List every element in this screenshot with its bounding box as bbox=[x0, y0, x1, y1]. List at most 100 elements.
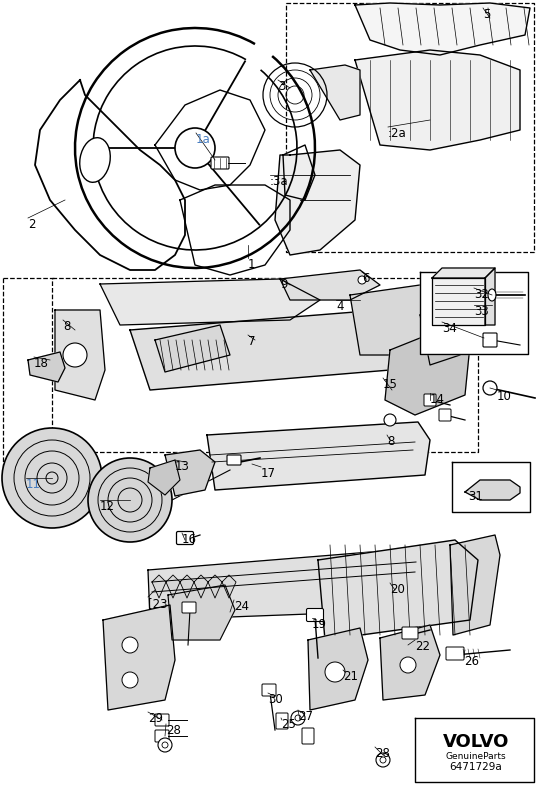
Polygon shape bbox=[318, 540, 478, 640]
Polygon shape bbox=[166, 575, 180, 598]
Ellipse shape bbox=[376, 753, 390, 767]
FancyBboxPatch shape bbox=[227, 455, 241, 465]
Polygon shape bbox=[452, 462, 530, 512]
Polygon shape bbox=[55, 310, 105, 400]
Text: 28: 28 bbox=[375, 747, 390, 760]
Polygon shape bbox=[432, 268, 495, 278]
Polygon shape bbox=[155, 325, 230, 372]
Text: 14: 14 bbox=[430, 393, 445, 406]
FancyBboxPatch shape bbox=[302, 728, 314, 744]
Text: GenuineParts: GenuineParts bbox=[445, 752, 506, 761]
Text: 18: 18 bbox=[34, 357, 49, 370]
Polygon shape bbox=[283, 145, 315, 200]
Text: 9: 9 bbox=[280, 278, 287, 291]
Text: 27: 27 bbox=[298, 710, 313, 723]
Polygon shape bbox=[310, 65, 360, 120]
Polygon shape bbox=[355, 3, 530, 55]
Polygon shape bbox=[350, 285, 460, 355]
Polygon shape bbox=[355, 50, 520, 150]
Circle shape bbox=[63, 343, 87, 367]
Circle shape bbox=[122, 672, 138, 688]
Polygon shape bbox=[275, 150, 360, 255]
Text: 16: 16 bbox=[182, 533, 197, 546]
Polygon shape bbox=[155, 90, 265, 190]
Text: 33: 33 bbox=[474, 305, 489, 318]
Text: 1a: 1a bbox=[196, 133, 211, 146]
Text: 1: 1 bbox=[248, 258, 256, 271]
Polygon shape bbox=[152, 575, 166, 598]
Ellipse shape bbox=[158, 738, 172, 752]
Text: :3a: :3a bbox=[270, 175, 288, 188]
Polygon shape bbox=[222, 575, 236, 598]
Polygon shape bbox=[308, 628, 368, 710]
Text: 12: 12 bbox=[100, 500, 115, 513]
Text: 4: 4 bbox=[336, 300, 343, 313]
Text: 13: 13 bbox=[175, 460, 190, 473]
Polygon shape bbox=[465, 480, 520, 500]
Circle shape bbox=[325, 662, 345, 682]
Ellipse shape bbox=[295, 715, 301, 721]
Polygon shape bbox=[130, 310, 440, 390]
Polygon shape bbox=[194, 575, 208, 598]
Text: VOLVO: VOLVO bbox=[443, 733, 509, 751]
Text: 25: 25 bbox=[281, 718, 296, 731]
FancyBboxPatch shape bbox=[439, 409, 451, 421]
Ellipse shape bbox=[291, 711, 305, 725]
FancyBboxPatch shape bbox=[424, 394, 436, 406]
Polygon shape bbox=[180, 575, 194, 598]
Polygon shape bbox=[168, 585, 235, 640]
Text: 28: 28 bbox=[166, 724, 181, 737]
FancyBboxPatch shape bbox=[182, 602, 196, 613]
FancyBboxPatch shape bbox=[483, 333, 497, 347]
FancyBboxPatch shape bbox=[155, 730, 169, 742]
Circle shape bbox=[122, 637, 138, 653]
Text: 19: 19 bbox=[312, 618, 327, 631]
Text: 15: 15 bbox=[383, 378, 398, 391]
Circle shape bbox=[2, 428, 102, 528]
Text: 30: 30 bbox=[268, 693, 283, 706]
Text: 29: 29 bbox=[148, 712, 163, 725]
FancyBboxPatch shape bbox=[307, 608, 323, 622]
FancyBboxPatch shape bbox=[276, 713, 288, 729]
Polygon shape bbox=[420, 295, 475, 365]
Polygon shape bbox=[28, 352, 65, 382]
Text: 26: 26 bbox=[464, 655, 479, 668]
Polygon shape bbox=[35, 80, 185, 270]
Circle shape bbox=[384, 414, 396, 426]
Polygon shape bbox=[485, 268, 495, 325]
Text: 17: 17 bbox=[261, 467, 276, 480]
Text: 20: 20 bbox=[390, 583, 405, 596]
Polygon shape bbox=[148, 460, 180, 495]
FancyBboxPatch shape bbox=[211, 157, 229, 169]
Text: 21: 21 bbox=[343, 670, 358, 683]
FancyBboxPatch shape bbox=[176, 531, 194, 545]
Text: 22: 22 bbox=[415, 640, 430, 653]
Text: [23: [23 bbox=[148, 597, 167, 610]
FancyBboxPatch shape bbox=[155, 714, 169, 726]
Ellipse shape bbox=[80, 138, 110, 182]
Ellipse shape bbox=[162, 742, 168, 748]
Circle shape bbox=[88, 458, 172, 542]
Polygon shape bbox=[208, 575, 222, 598]
Polygon shape bbox=[165, 450, 215, 496]
Text: 6: 6 bbox=[362, 272, 370, 285]
Ellipse shape bbox=[380, 757, 386, 763]
Polygon shape bbox=[103, 605, 175, 710]
Polygon shape bbox=[280, 270, 380, 300]
Polygon shape bbox=[385, 330, 470, 415]
Polygon shape bbox=[148, 548, 432, 620]
Text: 11: 11 bbox=[26, 478, 41, 491]
FancyBboxPatch shape bbox=[446, 647, 464, 660]
Polygon shape bbox=[432, 278, 485, 325]
Text: 6471729a: 6471729a bbox=[450, 762, 502, 772]
Polygon shape bbox=[450, 535, 500, 635]
Text: 2: 2 bbox=[28, 218, 36, 231]
Polygon shape bbox=[180, 185, 290, 275]
Polygon shape bbox=[420, 272, 528, 354]
Circle shape bbox=[400, 657, 416, 673]
FancyBboxPatch shape bbox=[402, 627, 418, 639]
Text: 3: 3 bbox=[278, 80, 285, 93]
Text: 31: 31 bbox=[468, 490, 483, 503]
Text: 34: 34 bbox=[442, 322, 457, 335]
Text: :2a: :2a bbox=[388, 127, 407, 140]
